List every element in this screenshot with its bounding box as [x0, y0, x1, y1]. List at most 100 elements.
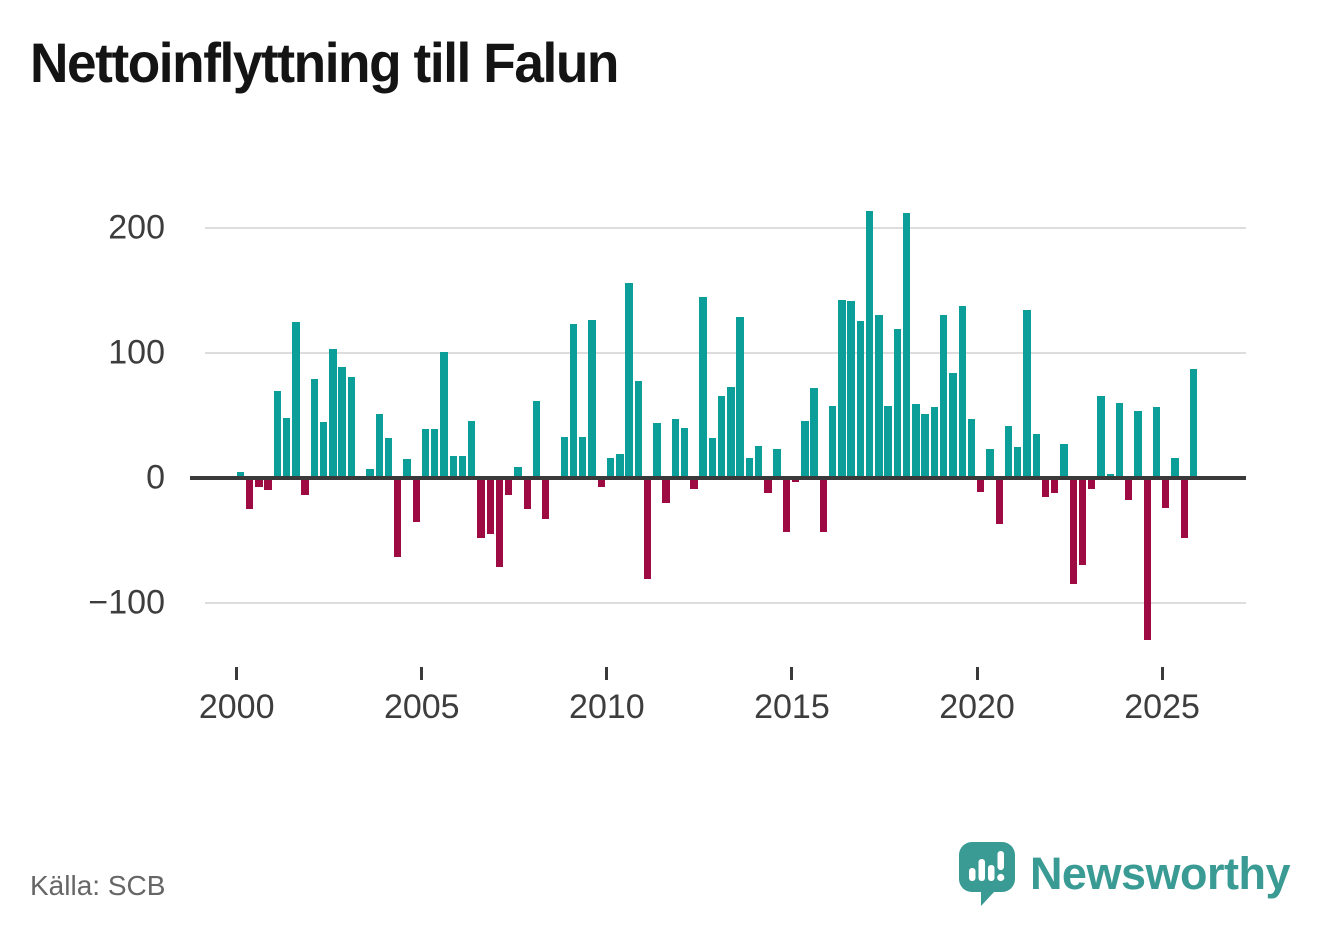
bar-2005-q2 [431, 429, 439, 478]
bar-2001-q2 [282, 418, 291, 478]
bar-2018-q3 [921, 414, 929, 478]
bar-2021-q3 [1032, 434, 1040, 478]
x-axis-tick-2010 [605, 667, 609, 680]
y-axis-label: −100 [88, 583, 165, 622]
bar-2004-q4 [412, 478, 420, 522]
bar-2020-q1 [977, 478, 985, 492]
bar-2016-q1 [828, 405, 837, 478]
bar-2002-q1 [310, 379, 319, 478]
bar-2010-q4 [634, 380, 642, 478]
x-axis-label-2015: 2015 [754, 688, 830, 726]
bar-2012-q1 [680, 428, 689, 478]
bar-2011-q4 [671, 419, 680, 478]
gridline-100 [205, 352, 1246, 355]
bar-2021-q2 [1023, 309, 1031, 478]
bar-2017-q2 [875, 314, 883, 478]
newsworthy-logo: Newsworthy [958, 840, 1291, 908]
bar-2005-q3 [440, 351, 448, 478]
bar-2024-q4 [1152, 406, 1161, 478]
x-axis-tick-2000 [235, 667, 239, 680]
bar-2004-q1 [384, 438, 393, 478]
bar-2020-q4 [1004, 425, 1013, 478]
bar-2001-q1 [273, 390, 282, 478]
bar-2013-q4 [745, 458, 754, 478]
bar-2024-q1 [1125, 478, 1133, 501]
bar-2006-q2 [468, 420, 476, 478]
bar-2000-q2 [245, 478, 254, 510]
gridline-−100 [205, 601, 1246, 604]
bar-2017-q1 [865, 210, 874, 478]
x-axis-label-2025: 2025 [1124, 688, 1200, 726]
bar-2023-q1 [1088, 478, 1096, 490]
bar-2017-q3 [884, 405, 892, 478]
bar-2011-q1 [643, 478, 652, 580]
x-axis-label-2000: 2000 [198, 688, 275, 726]
bar-2014-q4 [782, 478, 791, 532]
bar-2008-q1 [532, 400, 541, 478]
bar-2012-q3 [699, 297, 707, 478]
bar-2025-q1 [1162, 478, 1170, 508]
bar-2021-q4 [1041, 478, 1050, 497]
bar-2004-q2 [394, 478, 402, 557]
bar-2002-q2 [319, 421, 328, 478]
source-caption: Källa: SCB [30, 870, 166, 901]
bar-2019-q1 [940, 314, 948, 478]
bar-2007-q1 [495, 478, 504, 567]
bar-2010-q2 [616, 454, 624, 478]
bar-2024-q2 [1134, 410, 1142, 478]
newsworthy-bubble-icon [958, 842, 1015, 906]
newsworthy-wordmark: Newsworthy [1029, 848, 1291, 899]
x-axis-tick-2015 [790, 667, 794, 680]
bar-2006-q3 [477, 478, 485, 538]
bar-2014-q2 [764, 478, 772, 493]
bar-2016-q2 [838, 299, 846, 478]
bar-2003-q1 [347, 376, 356, 478]
bar-2018-q2 [912, 404, 920, 478]
bar-2011-q3 [662, 478, 670, 503]
bar-2017-q4 [893, 329, 902, 478]
bar-2010-q1 [606, 458, 615, 478]
bar-2016-q4 [856, 320, 865, 478]
bar-2018-q4 [930, 406, 939, 478]
bar-2025-q3 [1180, 478, 1188, 538]
bar-2006-q1 [458, 455, 467, 478]
bar-2025-q4 [1189, 369, 1198, 478]
bar-2025-q2 [1171, 458, 1179, 478]
x-axis-tick-2020 [975, 667, 979, 680]
x-axis-tick-2005 [420, 667, 424, 680]
bar-2009-q2 [579, 436, 587, 478]
bar-2015-q3 [810, 388, 818, 478]
bar-2007-q2 [505, 478, 513, 496]
bar-2023-q2 [1097, 395, 1105, 478]
bar-2002-q3 [329, 349, 337, 478]
bar-2002-q4 [338, 366, 346, 478]
bar-2022-q4 [1078, 478, 1087, 566]
bar-2015-q2 [801, 420, 809, 478]
bar-2007-q4 [523, 478, 531, 510]
bar-2000-q1 [236, 471, 245, 478]
bar-2012-q4 [708, 438, 717, 478]
gridline-200 [205, 227, 1246, 230]
page-title: Nettoinflyttning till Falun [30, 31, 619, 94]
bar-2024-q3 [1143, 478, 1151, 641]
bar-2016-q3 [847, 300, 855, 478]
bar-2005-q1 [421, 429, 430, 478]
bar-2019-q3 [958, 305, 966, 478]
bar-2021-q1 [1014, 446, 1022, 478]
bar-2015-q4 [819, 478, 828, 532]
bar-2020-q3 [995, 478, 1003, 525]
y-axis-label: 200 [108, 208, 165, 247]
bar-2020-q2 [986, 449, 994, 478]
x-axis-label-2005: 2005 [383, 688, 460, 726]
zero-axis-line [190, 475, 1246, 481]
bar-2023-q4 [1115, 403, 1124, 478]
bar-2019-q4 [967, 419, 976, 478]
bar-2013-q1 [717, 395, 726, 478]
bar-2022-q1 [1051, 478, 1059, 493]
bar-2018-q1 [902, 213, 911, 478]
bar-2000-q3 [255, 478, 263, 487]
bar-2010-q3 [625, 283, 633, 478]
x-axis-tick-2025 [1160, 667, 1164, 680]
